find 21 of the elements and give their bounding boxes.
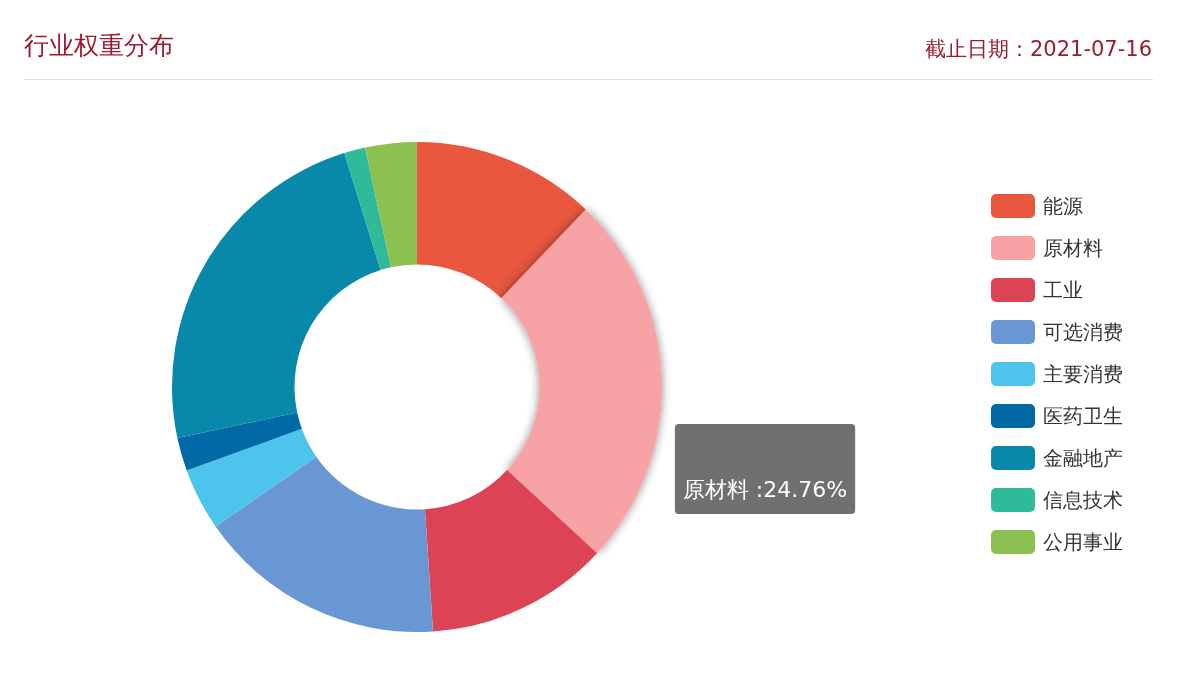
donut-slice xyxy=(172,153,381,439)
legend-label: 工业 xyxy=(1043,278,1083,302)
legend-label: 可选消费 xyxy=(1043,320,1123,344)
donut-slice xyxy=(365,142,417,268)
legend-label: 原材料 xyxy=(1043,236,1103,260)
legend-label: 金融地产 xyxy=(1043,446,1123,470)
donut-slice xyxy=(177,412,302,471)
legend-label: 信息技术 xyxy=(1043,488,1123,512)
donut-slice xyxy=(186,428,317,527)
donut-slice xyxy=(215,456,433,632)
legend-label: 能源 xyxy=(1043,194,1083,218)
legend-label: 主要消费 xyxy=(1043,362,1123,386)
donut-slice xyxy=(417,142,586,299)
legend-label: 公用事业 xyxy=(1043,530,1123,554)
donut-slice xyxy=(425,470,598,632)
chart-subtitle: 截止日期：2021-07-16 xyxy=(924,37,1152,61)
donut-slice xyxy=(501,209,662,554)
legend-label: 医药卫生 xyxy=(1043,404,1123,428)
data-label: 原材料 :24.76% xyxy=(682,477,848,502)
chart-title: 行业权重分布 xyxy=(24,31,174,60)
donut-slice xyxy=(344,147,392,271)
